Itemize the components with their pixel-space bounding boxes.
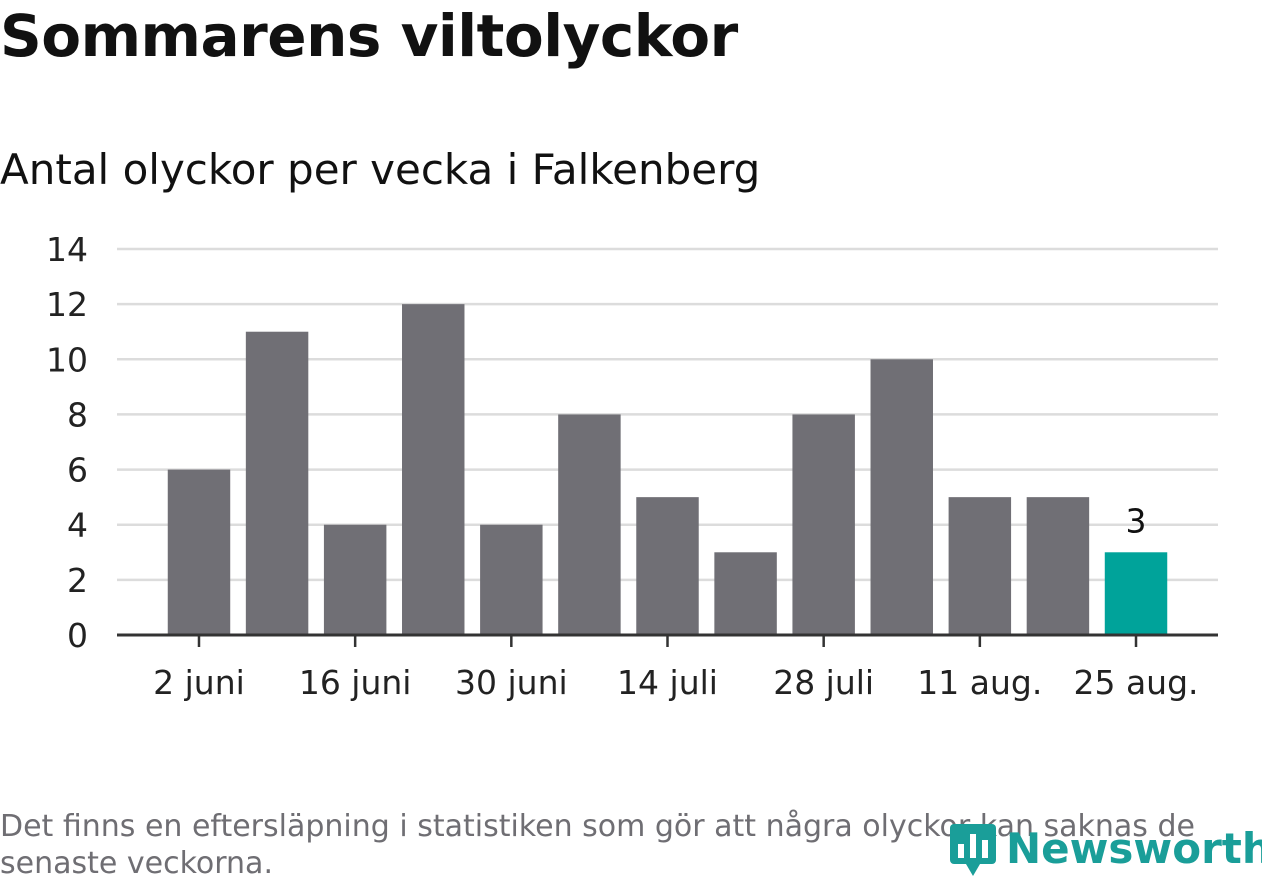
annotations: 3 [1126,501,1147,540]
newsworthy-logo: Newsworthy [948,818,1262,878]
x-axis-ticks: 2 juni 16 juni 30 juni 14 juli 28 juli 11 aug… [153,635,1199,702]
bar-25-aug [1104,552,1168,635]
chart-title: Sommarens viltolyckor [0,2,738,70]
bar-21-juli [714,552,777,635]
x-tick-label: 28 juli [773,663,874,702]
y-tick-label: 2 [67,561,88,600]
y-tick-label: 4 [67,506,88,545]
bar-18-aug [1026,497,1090,635]
y-tick-label: 10 [46,340,88,379]
x-tick-label: 14 juli [617,663,718,702]
x-tick-label: 25 aug. [1073,663,1198,702]
y-tick-label: 14 [46,230,88,269]
y-tick-label: 8 [67,395,88,434]
chart-subtitle: Antal olyckor per vecka i Falkenberg [0,145,761,194]
y-tick-label: 12 [46,285,88,324]
y-axis-tick-labels: 0 2 4 6 8 10 12 14 [46,230,88,655]
bar-30-juni [480,524,543,635]
bar-7-juli [558,414,621,635]
x-tick-label: 11 aug. [917,663,1042,702]
bar-2-juni [167,469,231,635]
bar-9-juni [245,331,309,635]
x-tick-label: 16 juni [299,663,412,702]
newsworthy-logo-icon [950,824,996,876]
x-tick-label: 2 juni [153,663,245,702]
bar-28-juli [792,414,855,635]
y-tick-label: 0 [67,616,88,655]
x-tick-label: 30 juni [455,663,568,702]
y-tick-label: 6 [67,451,88,490]
bar-11-aug [948,497,1012,635]
logo-text: Newsworthy [1006,823,1262,873]
bars [167,304,1168,635]
last-value-label: 3 [1126,501,1147,540]
bar-14-juli [636,497,699,635]
bar-23-juni [402,304,465,635]
bar-16-juni [323,524,387,635]
bar-4-aug [870,359,933,635]
